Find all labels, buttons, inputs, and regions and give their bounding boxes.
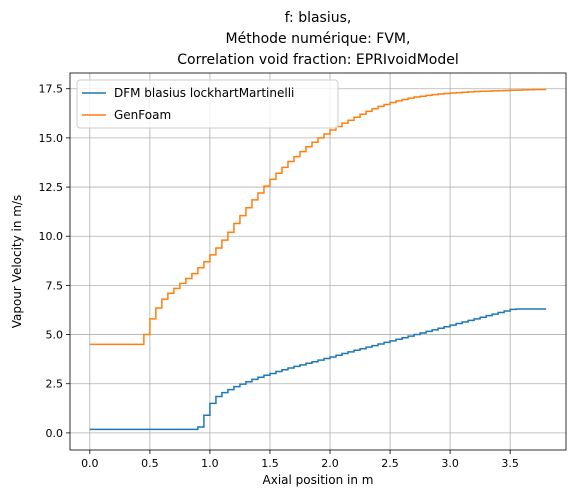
legend-label-dfm: DFM blasius lockhartMartinelli (114, 86, 294, 100)
chart-title-line-2: Méthode numérique: FVM, (226, 31, 411, 47)
chart-title-line-1: f: blasius, (285, 10, 352, 26)
y-tick-label-15: 15.0 (39, 132, 64, 145)
series-line-genfoam (89, 88, 547, 346)
legend-label-genfoam: GenFoam (114, 108, 171, 122)
y-axis-ticks: 0.0 2.5 5.0 7.5 10.0 12.5 15.0 17.5 (39, 83, 70, 440)
chart-title: f: blasius, Méthode numérique: FVM, Corr… (177, 10, 458, 68)
y-tick-label-7-5: 7.5 (46, 279, 64, 292)
x-axis-ticks: 0.0 0.5 1.0 1.5 2.0 2.5 3.0 3.5 (81, 450, 519, 470)
series-group (89, 88, 547, 431)
chart-title-line-3: Correlation void fraction: EPRIvoidModel (177, 52, 458, 68)
x-tick-label-0-5: 0.5 (141, 457, 159, 470)
x-axis-label: Axial position in m (263, 473, 374, 487)
x-tick-label-3-5: 3.5 (501, 457, 519, 470)
legend-box (76, 79, 339, 129)
y-tick-label-12-5: 12.5 (39, 181, 64, 194)
x-tick-label-2: 2.0 (321, 457, 339, 470)
plot-area-frame (69, 72, 567, 451)
legend: DFM blasius lockhartMartinelli GenFoam (76, 79, 339, 129)
series-line-dfm-blasius-lockhartmartinelli (89, 308, 547, 431)
y-tick-label-10: 10.0 (39, 230, 64, 243)
grid (70, 73, 566, 450)
y-tick-label-5: 5.0 (46, 329, 64, 342)
y-tick-label-17-5: 17.5 (39, 83, 64, 96)
y-tick-label-0: 0.0 (46, 427, 64, 440)
x-tick-label-1-5: 1.5 (261, 457, 279, 470)
y-axis-label: Vapour Velocity in m/s (10, 195, 24, 329)
x-tick-label-1: 1.0 (201, 457, 219, 470)
y-tick-label-2-5: 2.5 (46, 378, 64, 391)
x-tick-label-2-5: 2.5 (381, 457, 399, 470)
x-tick-label-3: 3.0 (441, 457, 459, 470)
x-tick-label-0: 0.0 (81, 457, 99, 470)
